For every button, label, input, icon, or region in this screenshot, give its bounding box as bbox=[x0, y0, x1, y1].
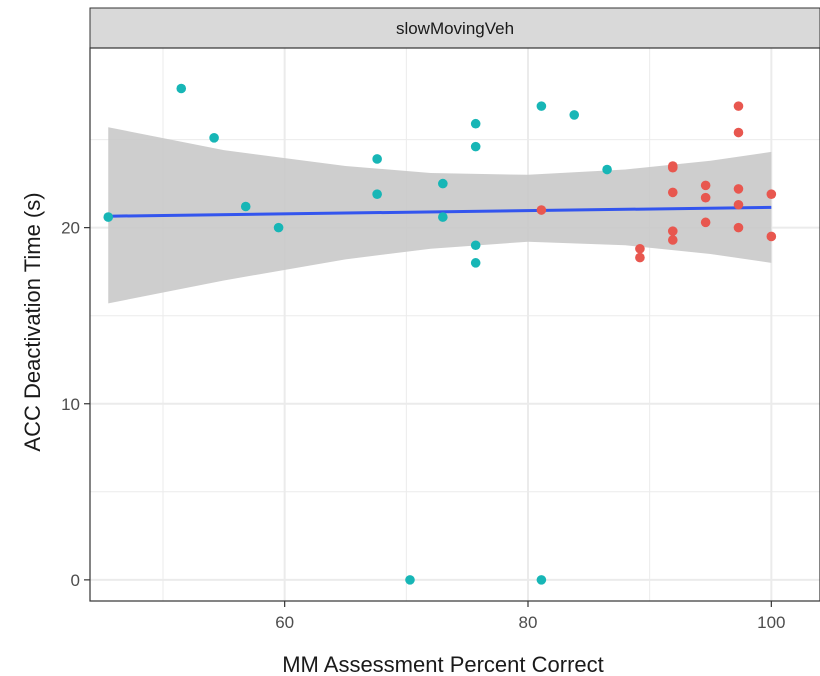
data-point-teal bbox=[209, 133, 219, 143]
data-point-teal bbox=[240, 201, 251, 212]
data-point-red bbox=[536, 205, 547, 215]
data-point-red bbox=[700, 192, 711, 203]
data-point-red bbox=[733, 101, 744, 111]
data-point-red bbox=[766, 231, 777, 242]
data-point-teal bbox=[602, 164, 612, 175]
x-axis-label: MM Assessment Percent Correct bbox=[282, 652, 604, 676]
data-point-teal bbox=[470, 258, 481, 268]
grid-lines bbox=[90, 48, 820, 601]
data-point-red bbox=[700, 180, 711, 191]
data-point-red bbox=[667, 161, 678, 171]
data-point-teal bbox=[438, 212, 448, 222]
data-point-teal bbox=[273, 222, 284, 233]
data-point-red bbox=[667, 187, 678, 198]
data-points bbox=[103, 83, 777, 585]
data-point-red bbox=[766, 189, 777, 199]
data-point-teal bbox=[405, 575, 415, 585]
data-point-teal bbox=[372, 189, 382, 199]
data-point-teal bbox=[470, 118, 481, 129]
data-point-red bbox=[700, 217, 711, 228]
data-point-teal bbox=[176, 83, 187, 94]
data-point-red bbox=[635, 252, 645, 263]
x-axis: 60 80 100 bbox=[275, 601, 786, 632]
data-point-teal bbox=[536, 575, 547, 585]
data-point-teal bbox=[470, 240, 481, 251]
data-point-teal bbox=[372, 154, 382, 164]
trend-line bbox=[108, 205, 772, 218]
data-point-red bbox=[733, 184, 744, 194]
y-tick-label: 20 bbox=[61, 219, 80, 238]
y-tick-label: 10 bbox=[61, 395, 80, 414]
data-point-red bbox=[667, 226, 678, 236]
y-axis-label: ACC Deactivation Time (s) bbox=[20, 192, 45, 451]
data-point-red bbox=[635, 243, 645, 254]
data-point-red bbox=[733, 199, 744, 210]
y-axis: 0 10 20 bbox=[61, 219, 90, 590]
panel-border bbox=[89, 47, 820, 602]
facet-strip bbox=[89, 7, 820, 49]
plot-panel bbox=[90, 48, 820, 601]
y-tick-label: 0 bbox=[71, 571, 80, 590]
data-point-red bbox=[733, 127, 744, 138]
x-tick-label: 60 bbox=[275, 613, 294, 632]
x-tick-label: 80 bbox=[519, 613, 538, 632]
data-point-teal bbox=[470, 141, 481, 152]
data-point-red bbox=[667, 235, 678, 245]
data-point-teal bbox=[536, 101, 547, 111]
data-point-red bbox=[733, 222, 744, 233]
facet-label: slowMovingVeh bbox=[396, 19, 514, 38]
data-point-teal bbox=[438, 178, 448, 189]
x-tick-label: 100 bbox=[757, 613, 785, 632]
data-point-teal bbox=[103, 212, 114, 222]
data-point-teal bbox=[569, 110, 580, 120]
